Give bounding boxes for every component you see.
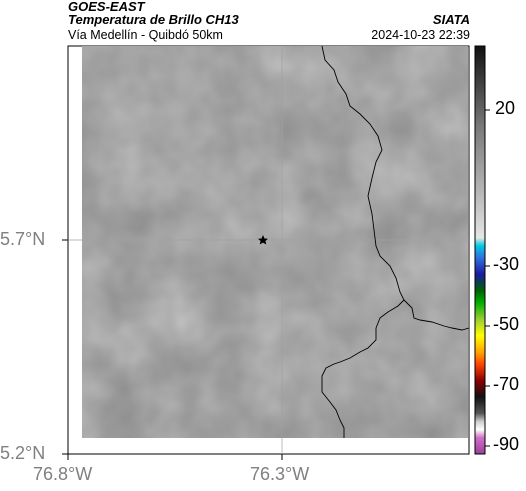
lon-label-76.3: 76.3°W <box>250 464 310 484</box>
colorbar <box>474 45 486 455</box>
lat-label-5.2: 5.2°N <box>0 443 46 463</box>
region-subtitle: Vía Medellín - Quibdó 50km <box>68 28 223 42</box>
colorbar-label-minus70: -70 <box>493 374 520 394</box>
datetime-label: 2024-10-23 22:39 <box>371 28 470 42</box>
colorbar-label-20: 20 <box>495 98 516 118</box>
lon-label-76.8: 76.8°W <box>33 464 93 484</box>
product-title: Temperatura de Brillo CH13 <box>68 12 239 27</box>
source-label: SIATA <box>432 12 470 27</box>
colorbar-label-minus90: -90 <box>493 434 520 454</box>
colorbar-label-minus30: -30 <box>493 254 520 274</box>
colorbar-label-minus50: -50 <box>493 314 520 334</box>
satellite-title: GOES-EAST <box>68 0 145 14</box>
border-line-south <box>321 328 377 438</box>
border-line-east <box>403 299 470 331</box>
cloud-texture <box>82 46 468 438</box>
lat-label-5.7: 5.7°N <box>0 229 46 249</box>
star-icon <box>258 235 268 245</box>
